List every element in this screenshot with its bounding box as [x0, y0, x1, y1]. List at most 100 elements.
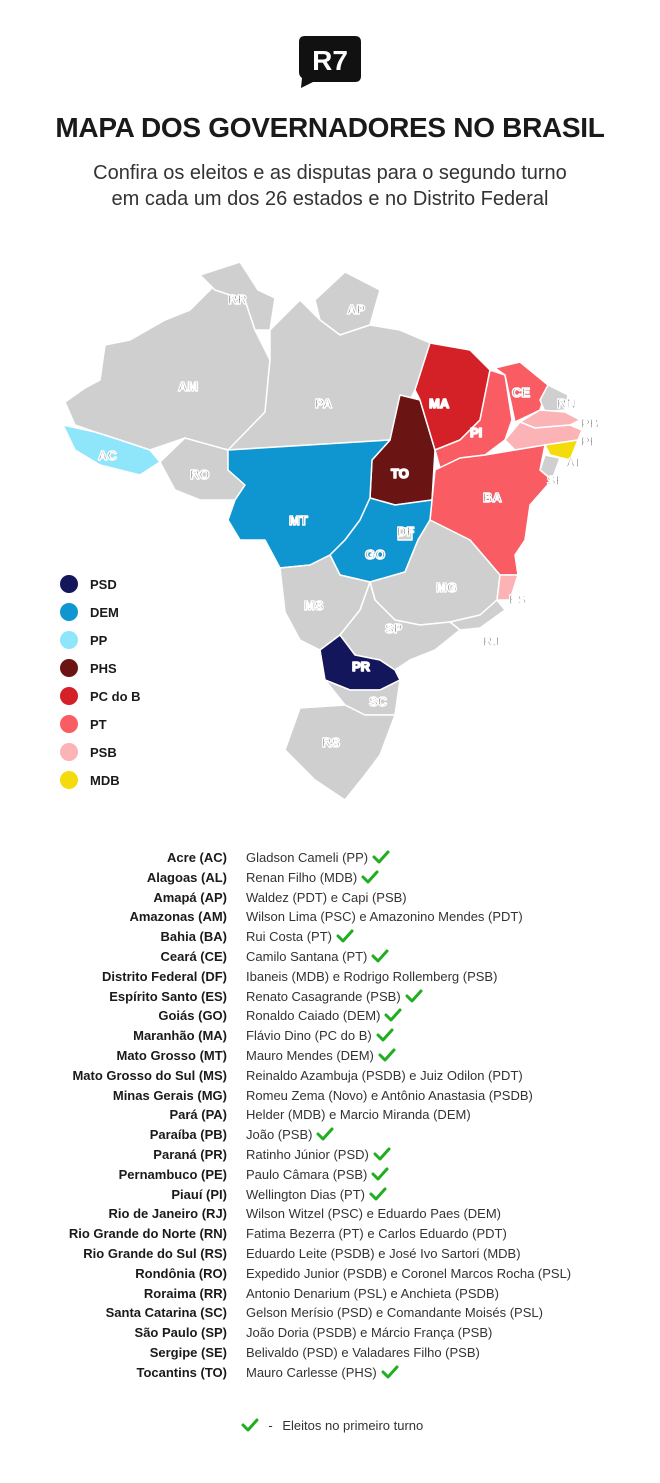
check-icon [369, 1187, 387, 1201]
governor-candidates: Camilo Santana (PT) [246, 947, 389, 967]
state-name: Sergipe (SE) [149, 1344, 227, 1360]
state-rs [284, 704, 396, 801]
label-ba: BA [483, 490, 502, 505]
list-item: São Paulo (SP) João Doria (PSDB) e Márcio… [0, 1323, 660, 1343]
governor-text: Mauro Mendes (DEM) [246, 1047, 374, 1063]
state-name: Santa Catarina (SC) [105, 1305, 227, 1321]
state-al [544, 439, 579, 461]
check-icon [381, 1365, 399, 1379]
check-icon [316, 1127, 334, 1141]
label-sp: SP [385, 621, 403, 636]
label-mt: MT [289, 513, 308, 528]
governor-text: Gladson Cameli (PP) [246, 850, 369, 865]
state-name: Paraíba (PB) [149, 1127, 227, 1143]
governor-text: Wellington Dias (PT) [246, 1186, 365, 1202]
governor-candidates: Reinaldo Azambuja (PSDB) e Juiz Odilon (… [246, 1066, 523, 1086]
governor-text: Renato Casagrande (PSB) [246, 988, 401, 1004]
governor-text: Romeu Zema (Novo) e Antônio Anastasia (P… [246, 1087, 533, 1103]
legend-label: PP [90, 632, 108, 648]
governor-candidates: Paulo Câmara (PSB) [246, 1165, 389, 1185]
list-item: Mato Grosso (MT) Mauro Mendes (DEM) [0, 1046, 660, 1066]
list-item: Rio Grande do Sul (RS) Eduardo Leite (PSD… [0, 1244, 660, 1264]
label-pr: PR [352, 659, 371, 674]
list-item: Ceará (CE) Camilo Santana (PT) [0, 947, 660, 967]
state-name: Alagoas (AL) [146, 869, 227, 885]
list-item: Amapá (AP) Waldez (PDT) e Capi (PSB) [0, 888, 660, 908]
governor-text: Waldez (PDT) e Capi (PSB) [246, 889, 407, 905]
legend-item: PT [60, 710, 141, 738]
state-name: Acre (AC) [167, 850, 227, 865]
governor-candidates: Belivaldo (PSD) e Valadares Filho (PSB) [246, 1343, 480, 1363]
governor-candidates: Renato Casagrande (PSB) [246, 987, 423, 1007]
label-df: DF [397, 524, 414, 539]
legend-item: MDB [60, 766, 141, 794]
page-subtitle: Confira os eleitos e as disputas para o … [0, 160, 660, 212]
governor-candidates: Wellington Dias (PT) [246, 1185, 387, 1205]
state-name: Ceará (CE) [160, 948, 227, 964]
legend-swatch [60, 715, 78, 733]
list-item: Bahia (BA) Rui Costa (PT) [0, 927, 660, 947]
legend-swatch [60, 603, 78, 621]
legend-swatch [60, 631, 78, 649]
list-item: Distrito Federal (DF) Ibaneis (MDB) e Rod… [0, 967, 660, 987]
list-item: Tocantins (TO) Mauro Carlesse (PHS) [0, 1363, 660, 1383]
list-item: Rio Grande do Norte (RN) Fatima Bezerra (… [0, 1224, 660, 1244]
legend-swatch [60, 743, 78, 761]
list-item: Paraná (PR) Ratinho Júnior (PSD) [0, 1145, 660, 1165]
governor-candidates: Expedido Junior (PSDB) e Coronel Marcos … [246, 1264, 571, 1284]
state-name: Distrito Federal (DF) [102, 968, 227, 984]
legend-item: PC do B [60, 682, 141, 710]
governor-candidates: Fatima Bezerra (PT) e Carlos Eduardo (PD… [246, 1224, 507, 1244]
legend-label: PC do B [90, 688, 141, 704]
list-item: Alagoas (AL) Renan Filho (MDB) [0, 868, 660, 888]
legend-label: MDB [90, 772, 120, 788]
list-item: Rondônia (RO) Expedido Junior (PSDB) e Co… [0, 1264, 660, 1284]
label-al: AL [566, 455, 583, 470]
state-name: Pernambuco (PE) [118, 1166, 227, 1182]
footnote: - Eleitos no primeiro turno [0, 1418, 660, 1433]
state-name: Rio Grande do Norte (RN) [68, 1226, 227, 1242]
governor-candidates: Wilson Witzel (PSC) e Eduardo Paes (DEM) [246, 1204, 501, 1224]
legend-label: PHS [90, 660, 117, 676]
governor-candidates: Ratinho Júnior (PSD) [246, 1145, 391, 1165]
label-ma: MA [429, 396, 450, 411]
label-mg: MG [436, 580, 457, 595]
list-item: Piauí (PI) Wellington Dias (PT) [0, 1185, 660, 1205]
governor-candidates: Gelson Merísio (PSD) e Comandante Moisés… [246, 1303, 543, 1323]
governor-text: Gelson Merísio (PSD) e Comandante Moisés… [246, 1305, 543, 1321]
state-es [496, 574, 519, 601]
governor-candidates: Gladson Cameli (PP) [246, 848, 390, 868]
governor-text: Camilo Santana (PT) [246, 948, 368, 964]
label-es: ES [509, 592, 527, 607]
legend-item: DEM [60, 598, 141, 626]
state-name: Paraná (PR) [153, 1146, 227, 1162]
governor-candidates: Wilson Lima (PSC) e Amazonino Mendes (PD… [246, 907, 523, 927]
label-se: SE [547, 473, 565, 488]
check-icon [361, 870, 379, 884]
label-ac: AC [98, 448, 117, 463]
list-item: Acre (AC) Gladson Cameli (PP) [0, 848, 660, 868]
label-pa: PA [315, 396, 333, 411]
list-item: Roraima (RR) Antonio Denarium (PSL) e Anc… [0, 1284, 660, 1304]
label-am: AM [178, 379, 198, 394]
list-item: Rio de Janeiro (RJ) Wilson Witzel (PSC) e… [0, 1204, 660, 1224]
governor-text: Expedido Junior (PSDB) e Coronel Marcos … [246, 1265, 572, 1281]
check-icon [373, 1147, 391, 1161]
label-pe: PE [581, 434, 599, 449]
legend-item: PSB [60, 738, 141, 766]
check-icon [378, 1048, 396, 1062]
page-title: MAPA DOS GOVERNADORES NO BRASIL [55, 112, 605, 143]
legend-label: PSB [90, 744, 117, 760]
governor-text: Fatima Bezerra (PT) e Carlos Eduardo (PD… [246, 1226, 507, 1242]
label-rj: RJ [483, 634, 500, 649]
governor-text: João (PSB) [246, 1127, 313, 1143]
label-ap: AP [347, 302, 365, 317]
label-ce: CE [512, 385, 530, 400]
footnote-text: Eleitos no primeiro turno [282, 1418, 424, 1433]
state-name: Mato Grosso do Sul (MS) [72, 1067, 227, 1083]
state-name: Piauí (PI) [171, 1186, 227, 1202]
governor-candidates: Helder (MDB) e Marcio Miranda (DEM) [246, 1105, 471, 1125]
governor-candidates: Eduardo Leite (PSDB) e José Ivo Sartori … [246, 1244, 521, 1264]
state-name: Tocantins (TO) [136, 1364, 227, 1380]
governor-text: Renan Filho (MDB) [246, 869, 358, 885]
